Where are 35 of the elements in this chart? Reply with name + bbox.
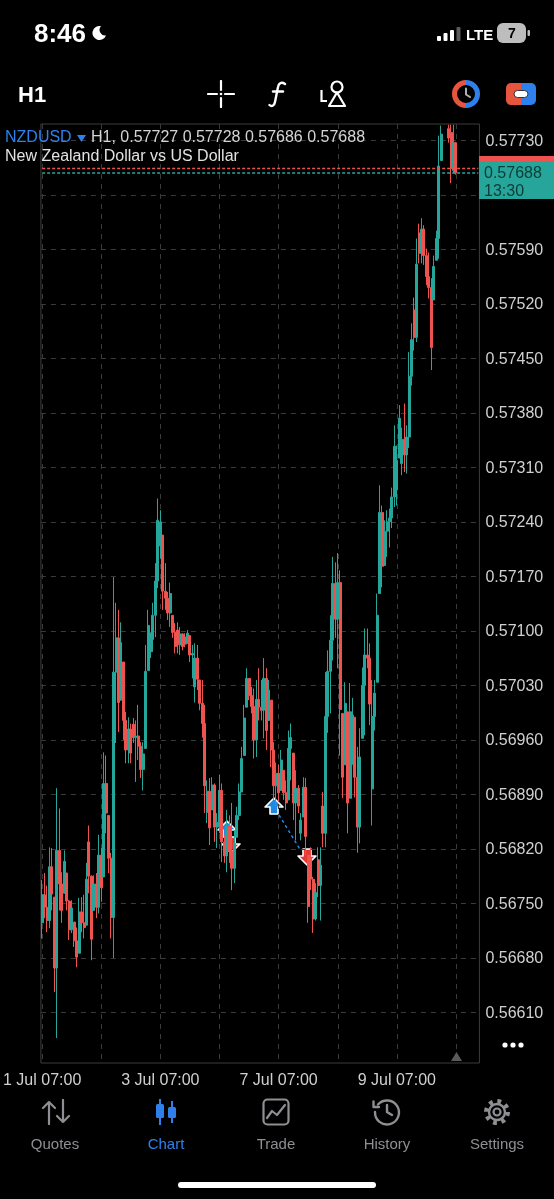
text: 8:46 — [34, 18, 87, 48]
x-tick-label: 9 Jul 07:00 — [357, 1070, 437, 1088]
y-tick-label: 0.56960 — [485, 731, 544, 749]
y-tick-label: 0.56750 — [485, 894, 544, 912]
candlestick — [378, 484, 381, 594]
text: Chart — [147, 1134, 185, 1152]
y-tick-label: 0.57380 — [485, 404, 544, 422]
text: New Zealand Dollar vs US Dollar — [5, 146, 240, 164]
x-tick-label: 3 Jul 07:00 — [121, 1070, 200, 1088]
y-tick-label: 0.57310 — [485, 458, 544, 476]
x-tick-label: 1 Jul 07:00 — [3, 1070, 82, 1088]
y-tick-label: 0.57240 — [485, 513, 544, 531]
y-tick-label: 0.57520 — [485, 295, 544, 313]
annotation: H1, 0.57727 0.57728 0.57686 0.57688 — [91, 128, 366, 145]
y-tick-label: 0.57100 — [485, 622, 544, 640]
text: 7 — [508, 25, 516, 41]
y-tick-label: 0.56890 — [485, 785, 544, 803]
text: H1 — [18, 82, 47, 107]
text: History — [363, 1134, 411, 1152]
x-tick-label: 7 Jul 07:00 — [239, 1070, 318, 1088]
y-tick-label: 0.57450 — [485, 349, 544, 367]
ref-line-label: 0.57688 — [484, 164, 542, 182]
y-tick-label: 0.56610 — [485, 1003, 544, 1021]
y-tick-label: 0.57030 — [485, 676, 544, 694]
y-tick-label: 0.56680 — [485, 949, 544, 967]
text: Settings — [469, 1134, 525, 1152]
y-tick-label: 0.57590 — [485, 240, 544, 258]
text: Quotes — [30, 1134, 80, 1152]
chart-title: NZDUSD — [5, 127, 72, 145]
text: Trade — [256, 1134, 296, 1152]
y-tick-label: 0.56820 — [485, 840, 544, 858]
y-tick-label: 0.57170 — [485, 567, 544, 585]
y-tick-label: 0.57730 — [485, 131, 544, 149]
text: LTE — [466, 25, 494, 42]
text: 13:30 — [484, 182, 525, 200]
